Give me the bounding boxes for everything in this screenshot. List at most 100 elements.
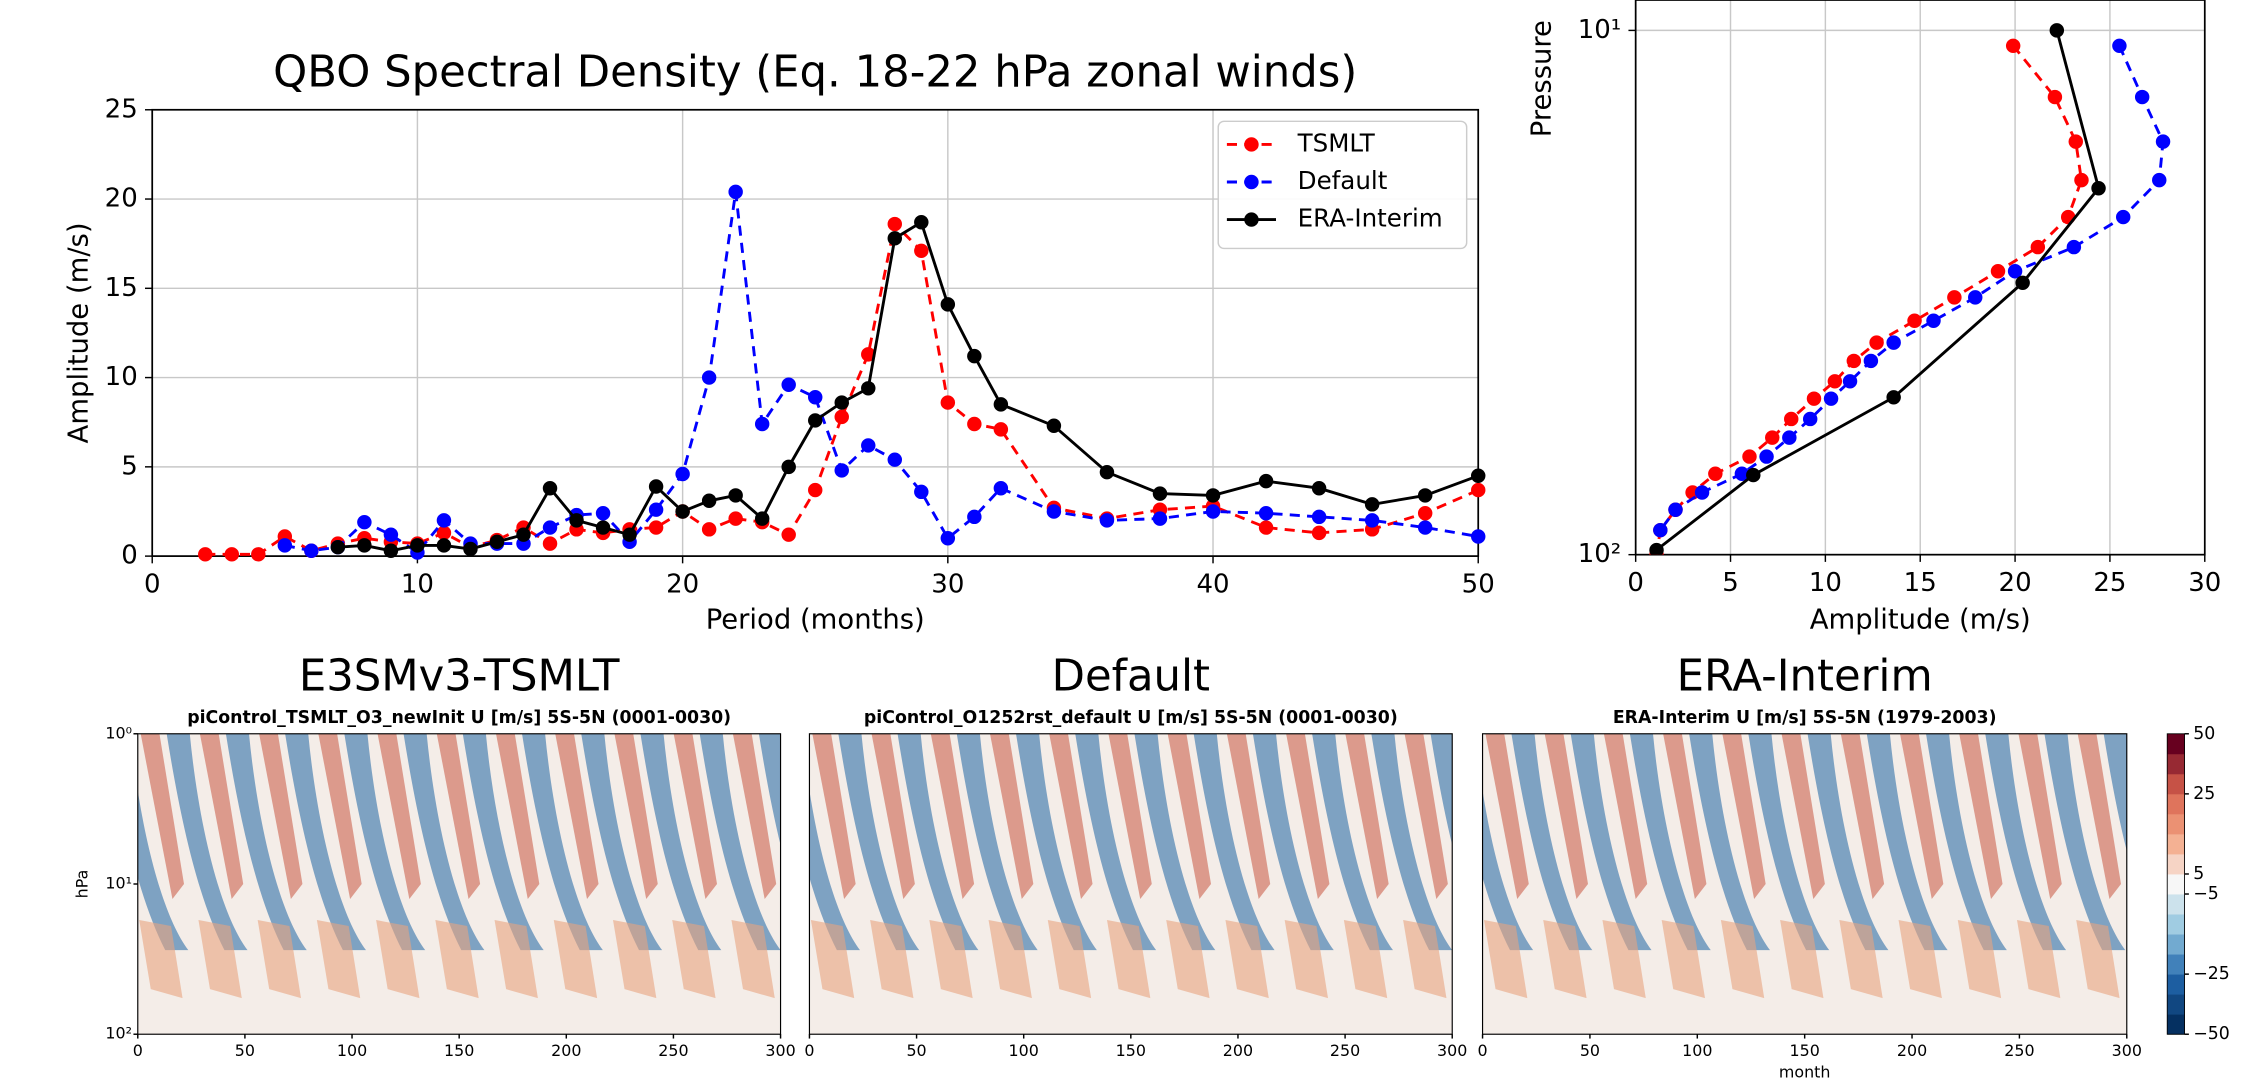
- y-tick-label: 20: [105, 184, 138, 214]
- data-point: [701, 522, 717, 537]
- texture-warm: [871, 733, 915, 900]
- texture-warm: [673, 733, 717, 900]
- data-point: [967, 348, 982, 364]
- colorbar-tick-label: −5: [2193, 884, 2219, 904]
- texture-warm: [1899, 733, 1944, 900]
- texture-warm-low: [1898, 920, 1942, 999]
- x-tick-label: 10: [1809, 568, 1842, 598]
- texture-warm: [990, 733, 1034, 900]
- y-tick-label: 10⁰: [105, 723, 132, 742]
- texture-warm-low: [870, 920, 914, 999]
- y-tick-label: 5: [121, 451, 138, 481]
- x-tick-label: 40: [1196, 570, 1229, 600]
- data-point: [542, 481, 558, 496]
- data-point: [436, 525, 452, 541]
- colorbar-cell: [2167, 833, 2185, 855]
- data-point: [622, 527, 637, 542]
- texture-cool: [640, 733, 722, 951]
- data-point: [1649, 542, 1664, 555]
- texture-warm-low: [1166, 920, 1210, 999]
- data-point: [1668, 502, 1683, 517]
- data-point: [251, 547, 266, 562]
- x-tick-label: 200: [1897, 1041, 1927, 1060]
- texture-cool: [344, 733, 426, 951]
- texture-cool: [1430, 733, 1453, 845]
- x-tick-label: 10: [401, 570, 434, 600]
- data-point: [1907, 313, 1922, 329]
- data-point: [914, 484, 929, 500]
- data-point: [648, 479, 664, 494]
- texture-warm-low: [1343, 920, 1388, 999]
- x-tick-label: 150: [1790, 1041, 1820, 1060]
- data-point: [993, 422, 1009, 437]
- data-point: [914, 215, 929, 230]
- texture-warm: [812, 733, 856, 900]
- data-point: [1471, 482, 1486, 498]
- data-point: [808, 413, 823, 428]
- data-point: [993, 481, 1009, 496]
- texture-warm: [1485, 733, 1529, 900]
- data-point: [1806, 391, 1822, 406]
- colorbar-frame: [2166, 733, 2185, 1035]
- colorbar-tick-label: −50: [2193, 1024, 2230, 1044]
- y-axis-label: hPa: [72, 870, 91, 899]
- data-point: [436, 513, 452, 528]
- x-tick-label: 20: [1999, 568, 2032, 598]
- texture-cool: [838, 733, 920, 951]
- texture-cool: [1482, 790, 1534, 951]
- data-point: [2152, 172, 2167, 188]
- data-point: [2091, 180, 2106, 196]
- x-tick-label: 100: [1682, 1041, 1712, 1060]
- texture-warm-low: [1957, 920, 2002, 999]
- data-point: [1364, 513, 1380, 528]
- texture-warm-low: [1403, 920, 1447, 999]
- colorbar-cell: [2167, 894, 2185, 915]
- data-point: [1258, 473, 1274, 489]
- texture-warm: [140, 733, 184, 900]
- data-point: [1653, 522, 1668, 538]
- data-point: [2015, 275, 2030, 291]
- data-point: [1968, 290, 1983, 305]
- texture-warm-low: [1661, 920, 1705, 999]
- texture-cool: [1371, 733, 1453, 951]
- data-point: [1947, 290, 1962, 305]
- chart-title: QBO Spectral Density (Eq. 18-22 hPa zona…: [273, 48, 1357, 98]
- texture-warm-low: [494, 920, 538, 999]
- colorbar-cell: [2167, 974, 2185, 995]
- plot-frame: [1481, 733, 2128, 1035]
- texture-warm-low: [257, 920, 301, 999]
- data-point: [1734, 466, 1750, 482]
- texture-cool: [137, 790, 189, 951]
- colorbar-cell: [2167, 813, 2185, 835]
- data-point: [675, 504, 690, 519]
- texture-warm: [496, 733, 540, 900]
- texture-warm: [2018, 733, 2062, 900]
- x-tick-label: 150: [1116, 1041, 1146, 1060]
- legend-label: Default: [1298, 166, 1388, 195]
- y-tick-label: 10: [105, 362, 138, 392]
- panel-subtitle: piControl_TSMLT_O3_newInit U [m/s] 5S-5N…: [187, 708, 731, 728]
- colorbar-tick-label: −25: [2193, 964, 2230, 984]
- data-point: [861, 347, 876, 362]
- data-point: [1152, 486, 1168, 501]
- data-point: [808, 482, 823, 498]
- texture-cool: [1807, 733, 1889, 951]
- x-tick-label: 200: [1223, 1041, 1253, 1060]
- texture-cool: [1985, 733, 2067, 951]
- texture-warm: [22, 734, 65, 899]
- texture-cool: [403, 733, 485, 951]
- texture-warm-low: [1284, 920, 1328, 999]
- data-point: [1471, 468, 1486, 483]
- data-point: [887, 216, 903, 232]
- y-tick-label: 25: [105, 94, 138, 124]
- x-tick-label: 0: [133, 1041, 143, 1060]
- data-point: [489, 534, 505, 550]
- texture-warm-low: [613, 920, 657, 999]
- texture-warm-low: [1107, 920, 1151, 999]
- texture-warm-low: [316, 920, 361, 999]
- data-point: [675, 466, 690, 482]
- panel-title: Default: [1052, 651, 1210, 701]
- legend-box: [1217, 120, 1468, 250]
- data-point: [967, 509, 982, 525]
- colorbar-cell: [2167, 994, 2185, 1015]
